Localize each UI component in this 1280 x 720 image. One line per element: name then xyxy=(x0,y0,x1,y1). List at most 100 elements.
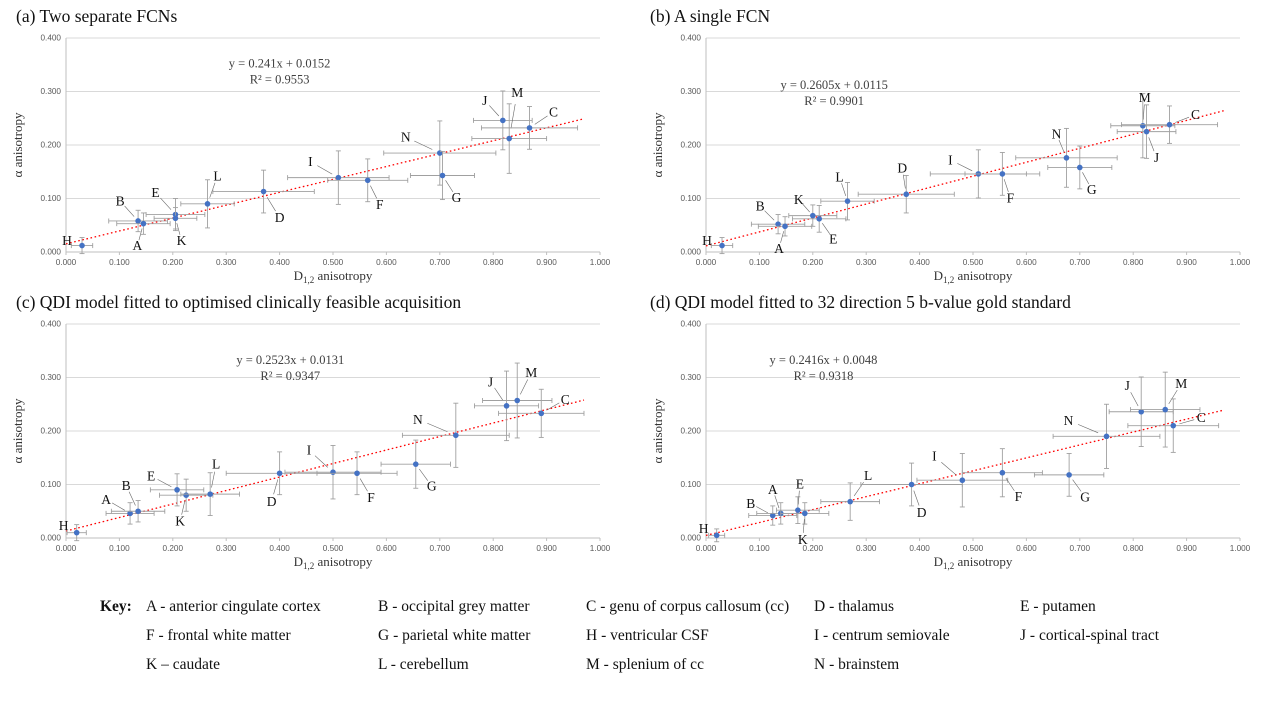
key-row-1: Key: A - anterior cingulate cortex B - o… xyxy=(100,592,1280,621)
point-label-M: M xyxy=(511,85,523,100)
point-label-F: F xyxy=(1015,489,1023,504)
svg-text:0.800: 0.800 xyxy=(1123,544,1144,553)
svg-text:0.100: 0.100 xyxy=(41,194,62,203)
svg-text:0.000: 0.000 xyxy=(681,534,702,543)
point-label-B: B xyxy=(756,199,765,214)
panel-c: (c) QDI model fitted to optimised clinic… xyxy=(0,286,640,572)
scatter-chart-b: 0.000 0.100 0.200 0.300 0.400 0.000 0.100 0.200… xyxy=(650,34,1251,285)
data-point-J xyxy=(500,117,506,124)
svg-text:0.400: 0.400 xyxy=(681,320,702,329)
svg-text:0.500: 0.500 xyxy=(323,544,344,553)
svg-text:0.300: 0.300 xyxy=(41,373,62,382)
point-label-N: N xyxy=(401,130,411,145)
point-label-A: A xyxy=(768,482,778,497)
point-label-H: H xyxy=(699,521,709,536)
point-label-I: I xyxy=(307,443,312,458)
data-point-J xyxy=(1138,408,1145,415)
point-label-H: H xyxy=(702,233,712,248)
svg-text:α anisotropy: α anisotropy xyxy=(650,112,665,177)
point-label-D: D xyxy=(275,210,285,225)
data-point-D xyxy=(908,481,915,488)
data-point-C xyxy=(538,410,545,417)
key-spacer xyxy=(100,621,146,650)
data-point-G xyxy=(1066,472,1072,478)
equation-line: y = 0.241x + 0.0152 xyxy=(229,56,331,70)
point-label-K: K xyxy=(794,192,804,207)
point-label-E: E xyxy=(796,477,804,492)
data-point-B xyxy=(769,512,776,519)
svg-text:0.000: 0.000 xyxy=(696,544,717,553)
svg-text:0.600: 0.600 xyxy=(1016,258,1037,267)
svg-text:0.400: 0.400 xyxy=(909,544,930,553)
svg-text:0.500: 0.500 xyxy=(963,544,984,553)
data-point-N xyxy=(1063,155,1070,161)
data-point-L xyxy=(204,201,211,207)
svg-text:0.000: 0.000 xyxy=(41,534,62,543)
point-label-F: F xyxy=(376,197,384,212)
key-entry-d: D - thalamus xyxy=(814,598,895,615)
point-label-C: C xyxy=(1197,410,1206,425)
key-entry-m: M - splenium of cc xyxy=(586,656,704,673)
point-label-A: A xyxy=(774,241,784,256)
point-label-E: E xyxy=(147,468,155,483)
svg-text:0.200: 0.200 xyxy=(41,427,62,436)
svg-text:0.100: 0.100 xyxy=(109,258,130,267)
data-point-M xyxy=(506,135,513,142)
svg-text:0.400: 0.400 xyxy=(269,544,290,553)
data-point-F xyxy=(999,171,1006,177)
data-point-L xyxy=(847,498,853,505)
data-point-H xyxy=(713,532,720,539)
svg-text:0.300: 0.300 xyxy=(856,258,877,267)
svg-text:0.100: 0.100 xyxy=(681,480,702,489)
scatter-chart-d: 0.000 0.100 0.200 0.300 0.400 0.000 0.100 0.200… xyxy=(650,320,1251,571)
data-point-J xyxy=(503,403,510,409)
data-point-H xyxy=(73,529,80,536)
equation-line: R² = 0.9347 xyxy=(260,369,320,383)
point-label-A: A xyxy=(133,238,143,253)
equation-line: y = 0.2416x + 0.0048 xyxy=(770,353,878,367)
svg-text:0.300: 0.300 xyxy=(216,544,237,553)
svg-text:0.600: 0.600 xyxy=(1016,544,1037,553)
key-entry-e: E - putamen xyxy=(1020,598,1096,615)
svg-text:0.000: 0.000 xyxy=(56,258,77,267)
svg-text:0.200: 0.200 xyxy=(803,544,824,553)
svg-text:α anisotropy: α anisotropy xyxy=(650,398,665,463)
data-point-M xyxy=(1140,122,1146,129)
panel-b-title: (b) A single FCN xyxy=(650,6,771,26)
svg-text:0.900: 0.900 xyxy=(1176,544,1197,553)
svg-text:0.800: 0.800 xyxy=(483,258,504,267)
point-label-M: M xyxy=(1175,376,1187,391)
key-entry-l: L - cerebellum xyxy=(378,656,469,673)
data-point-H xyxy=(719,242,725,249)
key-entry-k: K – caudate xyxy=(146,656,221,673)
point-label-D: D xyxy=(917,505,927,520)
svg-text:0.200: 0.200 xyxy=(163,544,184,553)
svg-text:D1,2 anisotropy: D1,2 anisotropy xyxy=(294,554,373,571)
point-label-N: N xyxy=(1052,126,1062,141)
svg-text:0.100: 0.100 xyxy=(749,544,770,553)
data-point-K xyxy=(801,510,808,517)
point-label-I: I xyxy=(932,449,937,464)
data-point-G xyxy=(1077,164,1083,171)
point-label-G: G xyxy=(1080,489,1090,504)
svg-text:1.000: 1.000 xyxy=(590,544,611,553)
svg-text:0.300: 0.300 xyxy=(681,373,702,382)
svg-text:0.100: 0.100 xyxy=(749,258,770,267)
figure-key: Key: A - anterior cingulate cortex B - o… xyxy=(100,592,1280,679)
data-point-L xyxy=(844,198,851,204)
point-label-D: D xyxy=(897,161,907,176)
data-point-B xyxy=(135,508,141,515)
point-label-G: G xyxy=(452,190,462,205)
data-point-F xyxy=(999,469,1006,476)
svg-text:0.700: 0.700 xyxy=(1070,544,1091,553)
svg-text:0.800: 0.800 xyxy=(483,544,504,553)
point-label-B: B xyxy=(122,478,131,493)
key-entry-b: B - occipital grey matter xyxy=(378,598,530,615)
data-point-K xyxy=(172,215,179,222)
key-row-2: F - frontal white matter G - parietal wh… xyxy=(100,621,1280,650)
svg-text:0.000: 0.000 xyxy=(41,248,62,257)
svg-text:0.300: 0.300 xyxy=(856,544,877,553)
data-point-F xyxy=(364,177,371,184)
key-entry-a: A - anterior cingulate cortex xyxy=(146,598,321,615)
panel-b: (b) A single FCN 0.000 0.100 0.200 0.300 0.4… xyxy=(640,0,1280,286)
